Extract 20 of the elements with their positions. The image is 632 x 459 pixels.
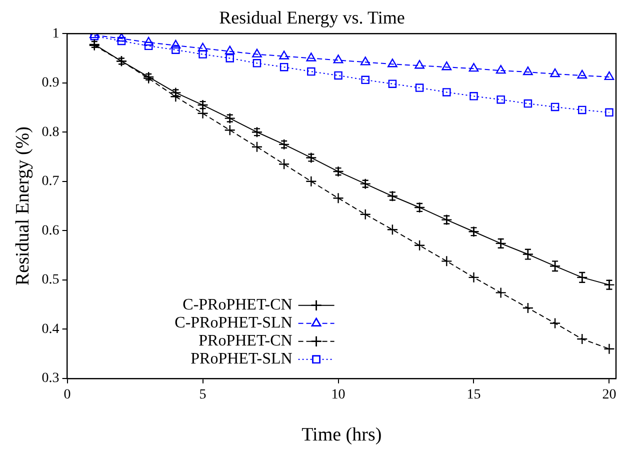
y-tick-label: 0.6 — [42, 223, 60, 238]
y-tick-label: 0.3 — [42, 371, 60, 386]
legend-label: PRoPHET-SLN — [190, 350, 293, 368]
x-tick-label: 20 — [602, 387, 616, 402]
y-tick-label: 0.4 — [42, 322, 60, 337]
legend-label: C-PRoPHET-CN — [182, 296, 293, 314]
legend-label: PRoPHET-CN — [198, 332, 293, 350]
y-axis-title: Residual Energy (%) — [12, 126, 34, 286]
y-tick-label: 0.9 — [42, 76, 60, 91]
x-axis-title: Time (hrs) — [302, 424, 382, 446]
y-tick-label: 0.7 — [42, 174, 60, 190]
y-tick-label: 0.5 — [42, 272, 60, 288]
x-tick-label: 0 — [64, 387, 71, 402]
chart-title: Residual Energy vs. Time — [219, 8, 405, 28]
x-tick-label: 10 — [331, 387, 346, 402]
y-tick-label: 0.8 — [42, 124, 60, 140]
x-tick-label: 5 — [199, 387, 206, 402]
x-tick-label: 15 — [466, 387, 481, 402]
y-tick-label: 1 — [52, 26, 60, 42]
legend-label: C-PRoPHET-SLN — [174, 314, 293, 332]
